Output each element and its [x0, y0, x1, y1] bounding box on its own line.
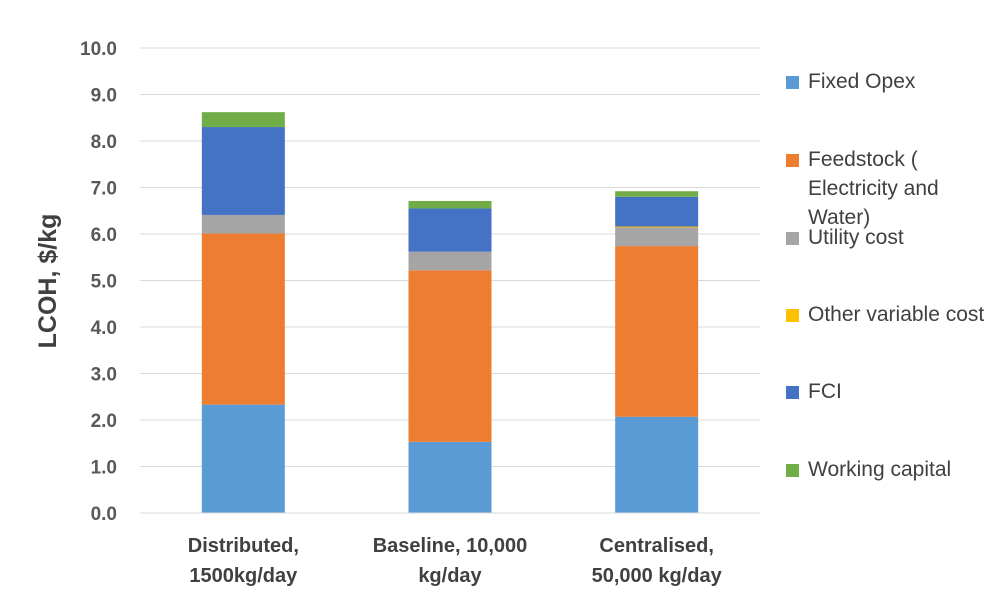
x-category-label: Baseline, 10,000 — [373, 535, 528, 557]
y-tick-label: 8.0 — [91, 132, 117, 153]
x-category-label: 1500kg/day — [189, 565, 298, 587]
y-tick-label: 7.0 — [91, 179, 117, 200]
x-category-label: kg/day — [418, 565, 482, 587]
bar-segment-fixed-opex — [615, 416, 699, 513]
y-axis-tick-labels: 0.0 1.0 2.0 3.0 4.0 5.0 6.0 7.0 8.0 9.0 10.0 — [80, 39, 117, 525]
bar-segment-fixed-opex — [201, 404, 285, 513]
bar-segment-feedstock-electricity-and-water — [201, 233, 285, 405]
bar-segment-feedstock-electricity-and-water — [408, 270, 492, 442]
bar-segment-working-capital — [201, 112, 285, 128]
bar-segment-fci — [615, 196, 699, 227]
y-tick-label: 4.0 — [91, 318, 117, 339]
bar-segment-utility-cost — [615, 227, 699, 247]
x-category-label: 50,000 kg/day — [592, 565, 723, 587]
legend-swatch — [786, 309, 799, 322]
bar-segment-fci — [201, 127, 285, 215]
legend-label: Utility cost — [808, 226, 904, 249]
bar-segment-fixed-opex — [408, 441, 492, 513]
bars — [201, 112, 699, 513]
bar-segment-working-capital — [615, 191, 699, 197]
bar-segment-working-capital — [408, 200, 492, 209]
y-tick-label: 2.0 — [91, 411, 117, 432]
y-tick-label: 5.0 — [91, 272, 117, 293]
legend-swatch — [786, 232, 799, 245]
x-category-label: Distributed, — [188, 535, 299, 557]
legend-label: Other variable cost — [808, 303, 985, 326]
x-category-label: Centralised, — [599, 535, 713, 557]
y-axis-label: LCOH, $/kg — [34, 214, 62, 349]
legend-swatch — [786, 76, 799, 89]
bar-segment-other-variable-cost — [615, 226, 699, 228]
y-tick-label: 1.0 — [91, 458, 117, 479]
y-tick-label: 3.0 — [91, 365, 117, 386]
y-tick-label: 10.0 — [80, 39, 117, 60]
legend-label: Feedstock ( Electricity and Water) — [808, 148, 939, 229]
legend-label: Fixed Opex — [808, 70, 916, 93]
legend-swatch — [786, 154, 799, 167]
legend-label: Working capital — [808, 458, 952, 481]
y-tick-label: 0.0 — [91, 504, 117, 525]
bar-segment-fci — [408, 208, 492, 252]
bar-segment-utility-cost — [201, 214, 285, 234]
legend-label: FCI — [808, 380, 842, 403]
bar-segment-utility-cost — [408, 251, 492, 271]
y-tick-label: 6.0 — [91, 225, 117, 246]
bar-segment-feedstock-electricity-and-water — [615, 246, 699, 417]
legend-swatch — [786, 386, 799, 399]
y-tick-label: 9.0 — [91, 86, 117, 107]
x-axis-category-labels: Distributed, 1500kg/day Baseline, 10,000 kg… — [188, 535, 723, 587]
legend-swatch — [786, 464, 799, 477]
